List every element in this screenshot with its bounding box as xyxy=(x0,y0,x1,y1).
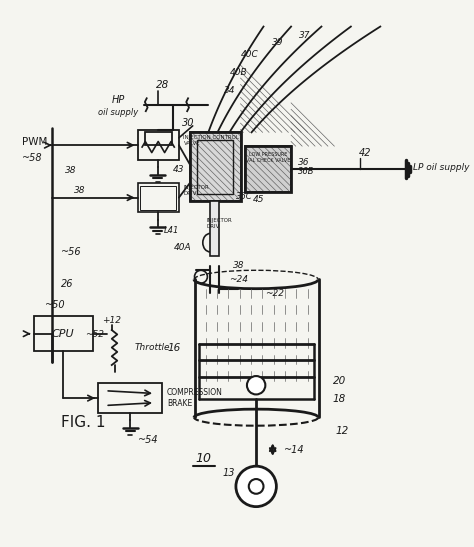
Text: 40A: 40A xyxy=(174,243,192,252)
Text: INJECTION CONTROL
VALVE: INJECTION CONTROL VALVE xyxy=(183,135,239,146)
Text: 39: 39 xyxy=(272,38,283,46)
Bar xyxy=(245,146,291,192)
Text: 43: 43 xyxy=(173,165,185,173)
Text: oil supply: oil supply xyxy=(98,108,138,117)
Text: 36: 36 xyxy=(299,158,310,167)
Bar xyxy=(190,132,240,201)
Text: 30: 30 xyxy=(182,118,194,128)
Text: HP: HP xyxy=(111,95,125,105)
Bar xyxy=(145,132,172,145)
Text: +12: +12 xyxy=(102,316,121,325)
Text: 28: 28 xyxy=(155,79,169,90)
Bar xyxy=(98,383,162,413)
Text: LOW PRESSURE
VAL CHECK VALVE: LOW PRESSURE VAL CHECK VALVE xyxy=(246,152,290,162)
Text: ~58: ~58 xyxy=(22,153,42,163)
Text: 26: 26 xyxy=(61,279,73,289)
Text: 38: 38 xyxy=(74,186,85,195)
Text: INJECTOR
DRIV: INJECTOR DRIV xyxy=(183,185,209,196)
Circle shape xyxy=(249,479,264,494)
Bar xyxy=(140,185,176,210)
Circle shape xyxy=(236,466,276,507)
Text: 38: 38 xyxy=(64,166,76,176)
Text: ~52: ~52 xyxy=(85,330,104,339)
Text: 10: 10 xyxy=(196,452,212,465)
Text: ~56: ~56 xyxy=(61,247,82,257)
Text: 42: 42 xyxy=(358,148,371,158)
Text: LP oil supply: LP oil supply xyxy=(413,163,470,172)
Text: 36B: 36B xyxy=(299,167,315,176)
Text: 13: 13 xyxy=(222,468,235,478)
Text: L41: L41 xyxy=(164,226,179,235)
Bar xyxy=(210,201,219,257)
Text: ~24: ~24 xyxy=(228,275,247,284)
Text: 38: 38 xyxy=(233,261,245,270)
Text: 18: 18 xyxy=(332,394,346,404)
Bar xyxy=(245,146,291,192)
Text: 37: 37 xyxy=(299,31,310,40)
Text: 45: 45 xyxy=(253,195,264,204)
Circle shape xyxy=(247,376,265,394)
Bar xyxy=(137,131,179,160)
Text: ~50: ~50 xyxy=(46,300,66,310)
Text: Throttle: Throttle xyxy=(135,343,170,352)
Text: ~22: ~22 xyxy=(265,289,284,298)
Bar xyxy=(190,132,240,201)
Text: 36C: 36C xyxy=(236,192,253,201)
Text: 16: 16 xyxy=(167,344,181,353)
Text: 12: 12 xyxy=(335,426,348,436)
Text: 20: 20 xyxy=(332,376,346,386)
Text: FIG. 1: FIG. 1 xyxy=(61,415,106,429)
Bar xyxy=(34,316,93,351)
Text: COMPRESSION
BRAKE: COMPRESSION BRAKE xyxy=(167,388,223,408)
Text: CPU: CPU xyxy=(52,329,74,339)
Text: 40B: 40B xyxy=(230,68,247,77)
Text: ~14: ~14 xyxy=(284,445,304,455)
Bar xyxy=(197,139,233,194)
Text: INJECTOR
DRIV: INJECTOR DRIV xyxy=(207,218,232,229)
Bar xyxy=(137,183,179,212)
Text: PWM: PWM xyxy=(22,137,47,147)
Text: 40C: 40C xyxy=(241,50,259,59)
Text: 34: 34 xyxy=(224,86,235,95)
Text: ~54: ~54 xyxy=(137,435,158,445)
